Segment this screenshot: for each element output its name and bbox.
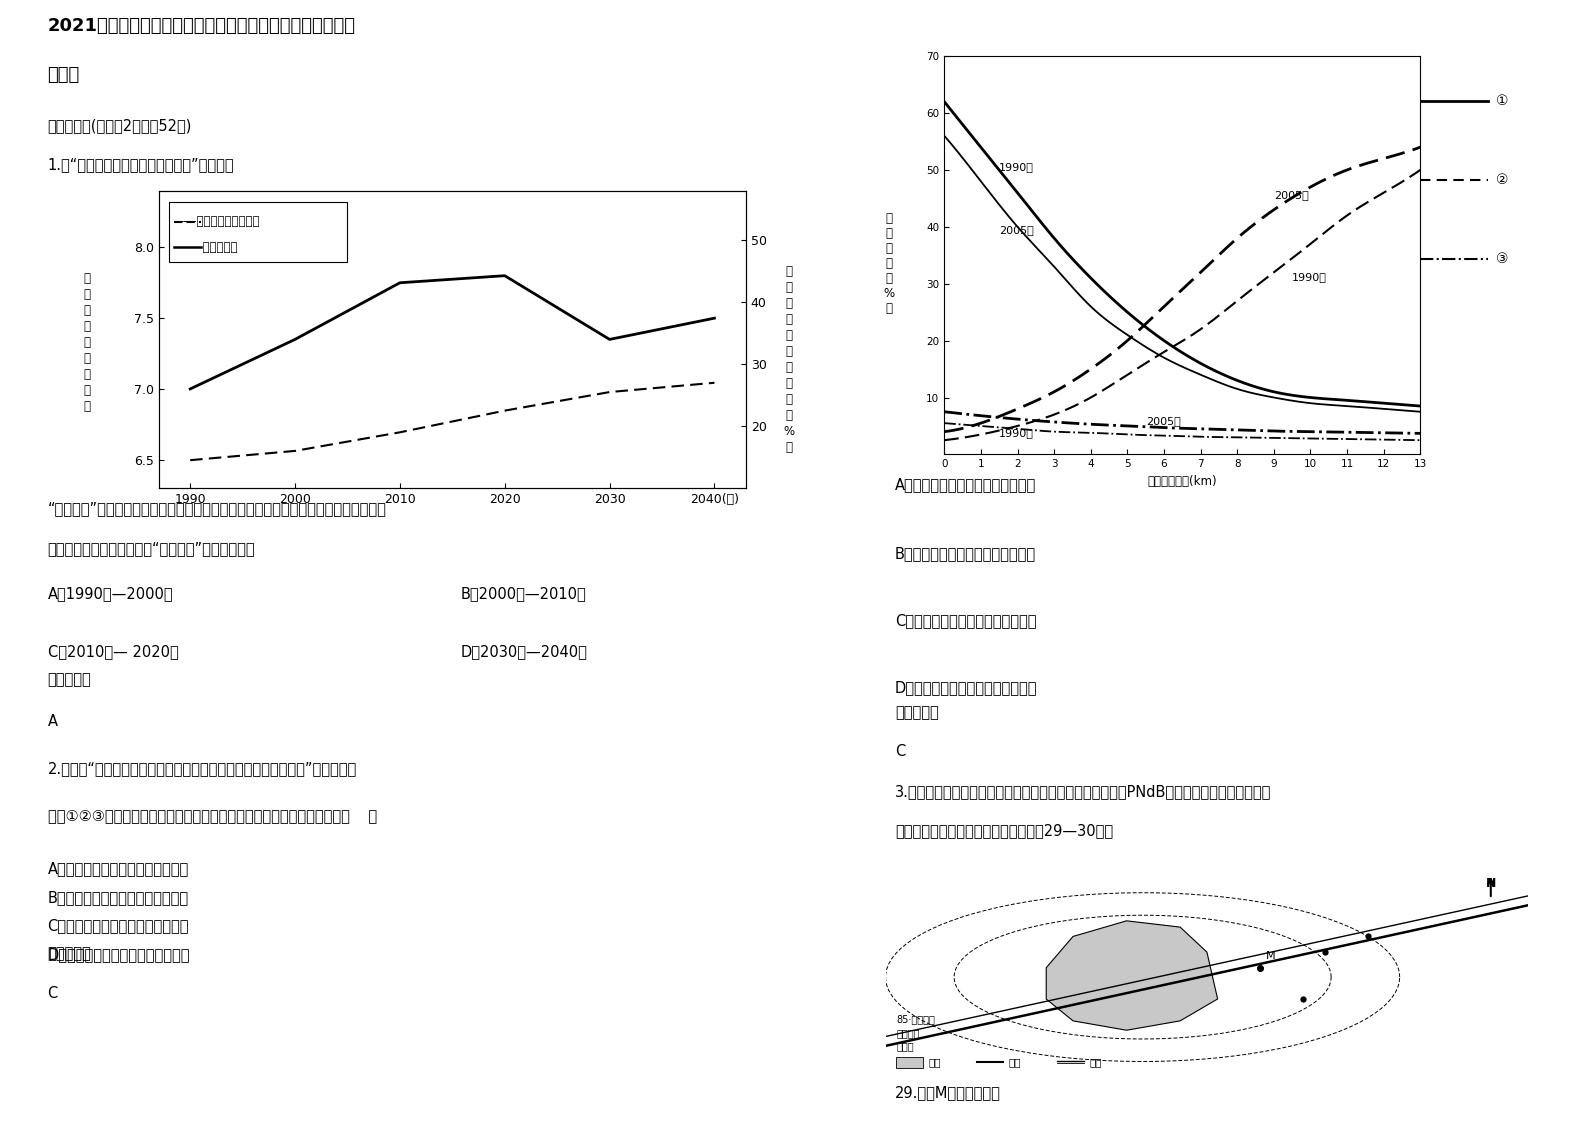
Text: 河流: 河流 [1089,1057,1101,1067]
Text: 面
积
比
例
（
%
）: 面 积 比 例 （ % ） [882,212,895,315]
Text: ——劳动力人口: ——劳动力人口 [179,241,238,254]
Text: 2005年: 2005年 [1000,226,1035,236]
Text: 参考答案：: 参考答案： [48,947,92,962]
Text: ①: ① [1495,93,1508,108]
Text: 1.读“中国劳动力资源及其老化趋势”图，回答: 1.读“中国劳动力资源及其老化趋势”图，回答 [48,157,235,173]
Text: C．2010年— 2020年: C．2010年— 2020年 [48,644,178,659]
Text: B．居住用地、商业用地、工业用地: B．居住用地、商业用地、工业用地 [895,546,1036,561]
Text: B．2000年—2010年: B．2000年—2010年 [460,587,586,601]
Text: C: C [895,745,905,760]
Text: 市区: 市区 [928,1057,941,1067]
Text: 2005年: 2005年 [1146,416,1181,426]
Bar [897,1057,924,1068]
Text: A．1990年—2000年: A．1990年—2000年 [48,587,173,601]
Text: D．商业用地、居住用地、工业用地: D．商业用地、居住用地、工业用地 [48,947,190,963]
Text: C: C [48,986,57,1001]
Text: 老
年
劳
动
力
所
占
比
例
（
%
）: 老 年 劳 动 力 所 占 比 例 （ % ） [782,265,795,453]
Text: “人口红利”是指通过家庭计划生育，在比较低收入条件下，加速人口转变，形成较高比: “人口红利”是指通过家庭计划生育，在比较低收入条件下，加速人口转变，形成较高比 [48,502,387,516]
Text: N: N [1485,876,1497,890]
Text: 公路: 公路 [1009,1057,1022,1067]
Text: 圆点代表交通运输网中的点。读图完成29—30题。: 圆点代表交通运输网中的点。读图完成29—30题。 [895,824,1112,838]
Text: 85·可闻噪声
分贝强度
等值线: 85·可闻噪声 分贝强度 等值线 [897,1014,935,1051]
X-axis label: 距市中心距离(km): 距市中心距离(km) [1147,475,1217,488]
Text: D．商业用地、居住用地、工业用地: D．商业用地、居住用地、工业用地 [895,680,1038,695]
Bar [170,202,348,261]
Text: 29.图中M点最有可能是: 29.图中M点最有可能是 [895,1085,1001,1100]
Text: ----老年劳动力所占比例: ----老年劳动力所占比例 [179,215,260,229]
Text: 1990年: 1990年 [1292,272,1327,282]
Text: ②: ② [1495,173,1508,186]
Text: C．居住用地、工业用地、商业用地: C．居住用地、工业用地、商业用地 [48,919,189,934]
Text: A: A [48,714,57,729]
Text: 参考答案：: 参考答案： [48,672,92,687]
Text: 1990年: 1990年 [1000,162,1035,172]
Text: B．居住用地、商业用地、工业用地: B．居住用地、商业用地、工业用地 [48,890,189,905]
Text: M: M [1266,951,1276,962]
Text: 参考答案：: 参考答案： [895,706,938,720]
Text: A．工业用地、居住用地、商业用地: A．工业用地、居住用地、商业用地 [48,862,189,876]
Text: 3.下图为我国华北平原某城市的可闻噪声分贝强度（单位：PNdB）等値线分布图，图中黑色: 3.下图为我国华北平原某城市的可闻噪声分贝强度（单位：PNdB）等値线分布图，图… [895,784,1271,799]
Text: 2.如图为“我国某城市工业、商业和居住用地比例时空变化示意图”。读图回答: 2.如图为“我国某城市工业、商业和居住用地比例时空变化示意图”。读图回答 [48,761,357,776]
Text: 1990年: 1990年 [1000,427,1035,438]
Text: 例的劳动或工作人口。图中“人口红利”最小的时期是: 例的劳动或工作人口。图中“人口红利”最小的时期是 [48,541,256,555]
Text: C．居住用地、工业用地、商业用地: C．居住用地、工业用地、商业用地 [895,613,1036,628]
Text: 曲线①②③代表的土地利用类型符合一般城市三类用地时空变化特点的是（    ）: 曲线①②③代表的土地利用类型符合一般城市三类用地时空变化特点的是（ ） [48,808,376,822]
Text: 劳
动
力
人
口
（
亿
人
）: 劳 动 力 人 口 （ 亿 人 ） [84,272,90,413]
Polygon shape [1046,921,1217,1030]
Text: 一、选择题(每小题2分，共52分): 一、选择题(每小题2分，共52分) [48,118,192,134]
Text: 2021年山东省枣庄市滕州姜屯中学高三地理上学期期末试题: 2021年山东省枣庄市滕州姜屯中学高三地理上学期期末试题 [48,17,355,35]
Text: 2005年: 2005年 [1274,190,1309,200]
Text: D．2030年—2040年: D．2030年—2040年 [460,644,587,659]
Text: 含解析: 含解析 [48,66,79,84]
Text: ③: ③ [1495,251,1508,266]
Text: A．工业用地、居住用地、商业用地: A．工业用地、居住用地、商业用地 [895,477,1036,493]
